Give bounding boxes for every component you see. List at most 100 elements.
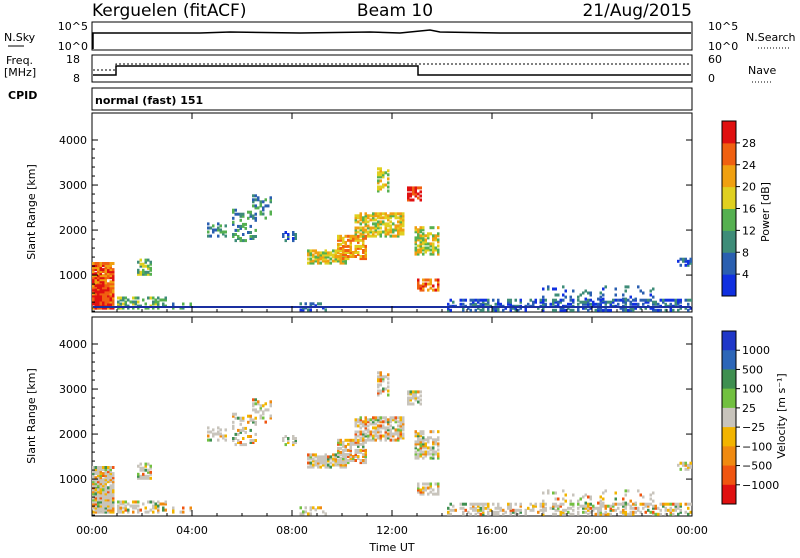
velocity-cell bbox=[309, 512, 312, 516]
power-cell bbox=[414, 226, 417, 230]
power-cell bbox=[222, 232, 225, 236]
velocity-cell bbox=[637, 506, 640, 510]
power-cell bbox=[402, 232, 405, 236]
velocity-cell bbox=[99, 504, 102, 508]
velocity-cell bbox=[369, 418, 372, 422]
power-cell bbox=[669, 302, 672, 306]
velocity-cell bbox=[424, 446, 427, 450]
power-cell bbox=[219, 230, 222, 234]
power-cell bbox=[99, 296, 102, 300]
velocity-cell bbox=[319, 459, 322, 463]
power-cell bbox=[564, 289, 567, 293]
velocity-cell bbox=[97, 504, 100, 508]
velocity-cell bbox=[414, 432, 417, 436]
velocity-cell bbox=[587, 508, 590, 512]
power-cell bbox=[292, 231, 295, 234]
velocity-cell bbox=[509, 502, 512, 506]
power-cell bbox=[389, 226, 392, 230]
velocity-cell bbox=[374, 434, 377, 438]
velocity-cell bbox=[577, 512, 580, 516]
velocity-cell bbox=[179, 510, 182, 514]
velocity-cell bbox=[372, 434, 375, 438]
power-cell bbox=[307, 308, 310, 312]
velocity-cell bbox=[519, 508, 522, 512]
velocity-cell bbox=[104, 504, 107, 508]
velocity-cell bbox=[302, 510, 305, 514]
velocity-cell bbox=[309, 457, 312, 461]
velocity-cell bbox=[627, 512, 630, 516]
power-cell bbox=[387, 214, 390, 218]
power-cell bbox=[109, 302, 112, 306]
power-cell bbox=[407, 192, 410, 196]
velocity-cell bbox=[389, 432, 392, 436]
velocity-cell bbox=[157, 506, 160, 510]
power-cell bbox=[104, 292, 107, 296]
power-cell bbox=[407, 194, 410, 198]
velocity-cell bbox=[139, 508, 142, 512]
power-cell bbox=[672, 298, 675, 302]
power-cell bbox=[379, 167, 382, 171]
velocity-cell bbox=[487, 512, 490, 516]
velocity-cell bbox=[419, 430, 422, 434]
power-cell bbox=[357, 226, 360, 230]
power-cell bbox=[432, 242, 435, 246]
velocity-cell bbox=[124, 504, 127, 508]
velocity-cell bbox=[212, 428, 215, 432]
power-cell bbox=[367, 214, 370, 218]
velocity-cell bbox=[652, 504, 655, 508]
power-cell bbox=[409, 194, 412, 198]
power-cell bbox=[397, 228, 400, 232]
velocity-cell bbox=[384, 428, 387, 432]
velocity-cell bbox=[127, 502, 130, 506]
power-cell bbox=[332, 253, 335, 257]
velocity-cell bbox=[319, 457, 322, 461]
velocity-cell bbox=[164, 508, 167, 512]
power-cell bbox=[689, 259, 692, 263]
velocity-cell bbox=[377, 420, 380, 424]
power-cell bbox=[242, 224, 245, 228]
velocity-cell bbox=[149, 470, 152, 474]
power-cell bbox=[149, 266, 152, 270]
velocity-cell bbox=[337, 442, 340, 446]
power-cell bbox=[572, 289, 575, 293]
velocity-cell bbox=[389, 430, 392, 434]
velocity-cell bbox=[537, 510, 540, 514]
velocity-cell bbox=[219, 432, 222, 436]
velocity-cell bbox=[232, 414, 235, 418]
velocity-cell bbox=[162, 508, 165, 512]
power-cell bbox=[544, 302, 547, 306]
power-cell bbox=[599, 306, 602, 310]
velocity-cell bbox=[102, 510, 105, 514]
velocity-cell bbox=[287, 439, 290, 442]
velocity-cell bbox=[562, 508, 565, 512]
velocity-cell bbox=[309, 506, 312, 510]
power-cell bbox=[637, 285, 640, 289]
velocity-cell bbox=[324, 455, 327, 459]
velocity-cell bbox=[512, 510, 515, 514]
velocity-cell bbox=[92, 480, 95, 484]
velocity-cell bbox=[362, 459, 365, 462]
power-cell bbox=[357, 251, 360, 254]
power-cell bbox=[387, 173, 390, 177]
power-cell bbox=[419, 286, 422, 290]
velocity-cell bbox=[109, 508, 112, 512]
power-cell bbox=[542, 300, 545, 304]
power-cell bbox=[347, 257, 350, 261]
velocity-cell bbox=[107, 490, 110, 494]
power-cell bbox=[179, 306, 182, 310]
power-cell bbox=[387, 216, 390, 220]
velocity-cell bbox=[614, 508, 617, 512]
power-cell bbox=[99, 268, 102, 272]
velocity-cell bbox=[377, 379, 380, 383]
velocity-cell bbox=[532, 506, 535, 510]
power-cell bbox=[259, 204, 262, 208]
velocity-cell bbox=[414, 390, 417, 394]
power-cell bbox=[369, 234, 372, 238]
power-cell bbox=[377, 230, 380, 234]
velocity-cell bbox=[367, 430, 370, 434]
velocity-cell bbox=[239, 418, 242, 422]
velocity-cell bbox=[109, 506, 112, 510]
velocity-cell bbox=[592, 506, 595, 510]
power-cell bbox=[299, 302, 302, 306]
power-cell bbox=[249, 214, 252, 218]
